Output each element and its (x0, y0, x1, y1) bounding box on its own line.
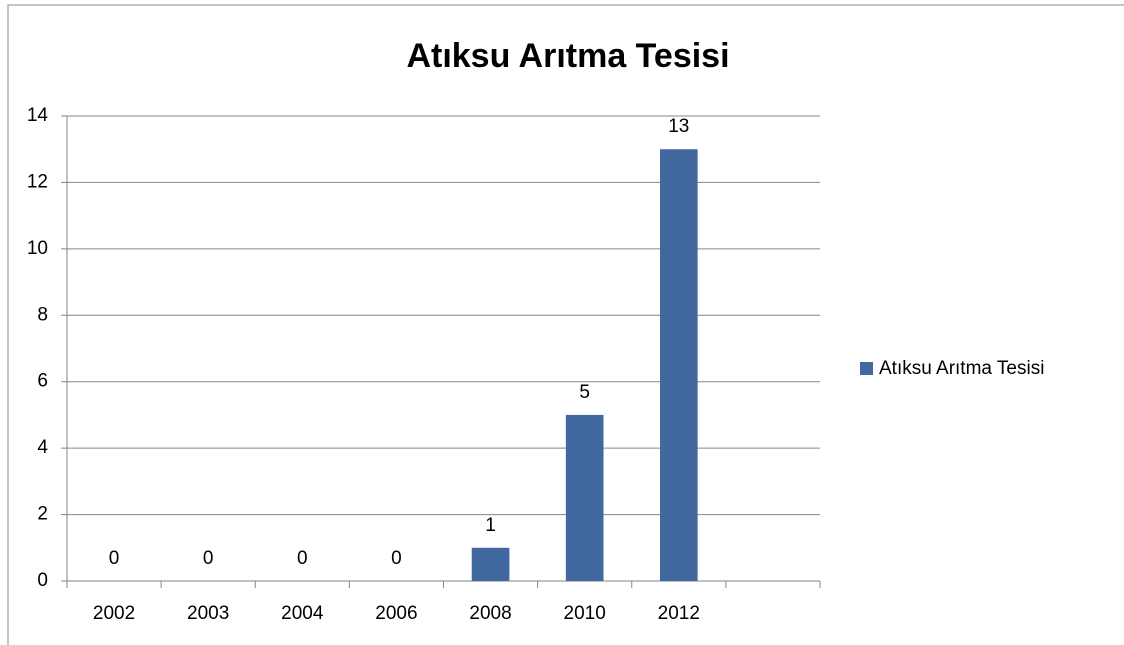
data-label: 0 (297, 548, 308, 569)
bar (659, 149, 698, 581)
y-tick-label: 4 (37, 437, 48, 458)
chart-title: Atıksu Arıtma Tesisi (406, 37, 729, 75)
x-tick-label: 2010 (564, 603, 606, 624)
y-tick-label: 10 (27, 238, 48, 259)
x-tick-label: 2002 (93, 603, 135, 624)
y-tick-label: 12 (27, 171, 48, 192)
x-tick-label: 2003 (187, 603, 229, 624)
x-tick-label: 2008 (469, 603, 511, 624)
data-label: 13 (668, 116, 689, 137)
y-tick-label: 8 (37, 304, 48, 325)
bar (565, 414, 604, 581)
y-tick-label: 14 (27, 105, 49, 126)
data-label: 1 (485, 515, 496, 536)
y-tick-label: 6 (37, 371, 48, 392)
x-tick-label: 2006 (375, 603, 417, 624)
x-tick-label: 2004 (281, 603, 324, 624)
data-label: 0 (203, 548, 214, 569)
bar (471, 547, 510, 581)
data-label: 0 (391, 548, 402, 569)
x-tick-label: 2012 (658, 603, 700, 624)
data-label: 5 (579, 382, 590, 403)
data-label: 0 (109, 548, 120, 569)
legend-swatch (860, 362, 873, 375)
y-tick-label: 2 (37, 504, 48, 525)
y-tick-label: 0 (37, 570, 48, 591)
legend-label: Atıksu Arıtma Tesisi (879, 358, 1044, 379)
